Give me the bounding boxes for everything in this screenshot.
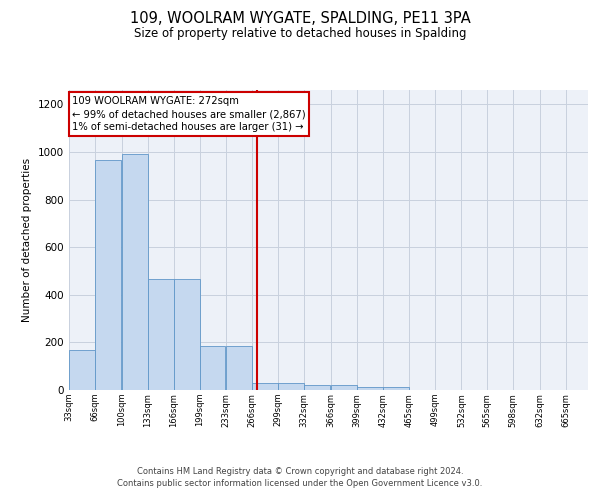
Bar — [95, 160, 121, 390]
Text: 109 WOOLRAM WYGATE: 272sqm
← 99% of detached houses are smaller (2,867)
1% of se: 109 WOOLRAM WYGATE: 272sqm ← 99% of deta… — [72, 96, 306, 132]
Bar — [226, 346, 252, 390]
Bar — [304, 385, 330, 390]
Bar — [278, 383, 304, 390]
Text: Contains HM Land Registry data © Crown copyright and database right 2024.
Contai: Contains HM Land Registry data © Crown c… — [118, 466, 482, 487]
Bar — [357, 388, 383, 390]
Bar — [331, 385, 357, 390]
Bar — [69, 350, 95, 390]
Text: Size of property relative to detached houses in Spalding: Size of property relative to detached ho… — [134, 28, 466, 40]
Y-axis label: Number of detached properties: Number of detached properties — [22, 158, 32, 322]
Bar — [148, 279, 173, 390]
Text: 109, WOOLRAM WYGATE, SPALDING, PE11 3PA: 109, WOOLRAM WYGATE, SPALDING, PE11 3PA — [130, 11, 470, 26]
Bar — [252, 383, 278, 390]
Bar — [383, 388, 409, 390]
Bar — [173, 279, 200, 390]
Bar — [200, 346, 226, 390]
Bar — [122, 154, 148, 390]
